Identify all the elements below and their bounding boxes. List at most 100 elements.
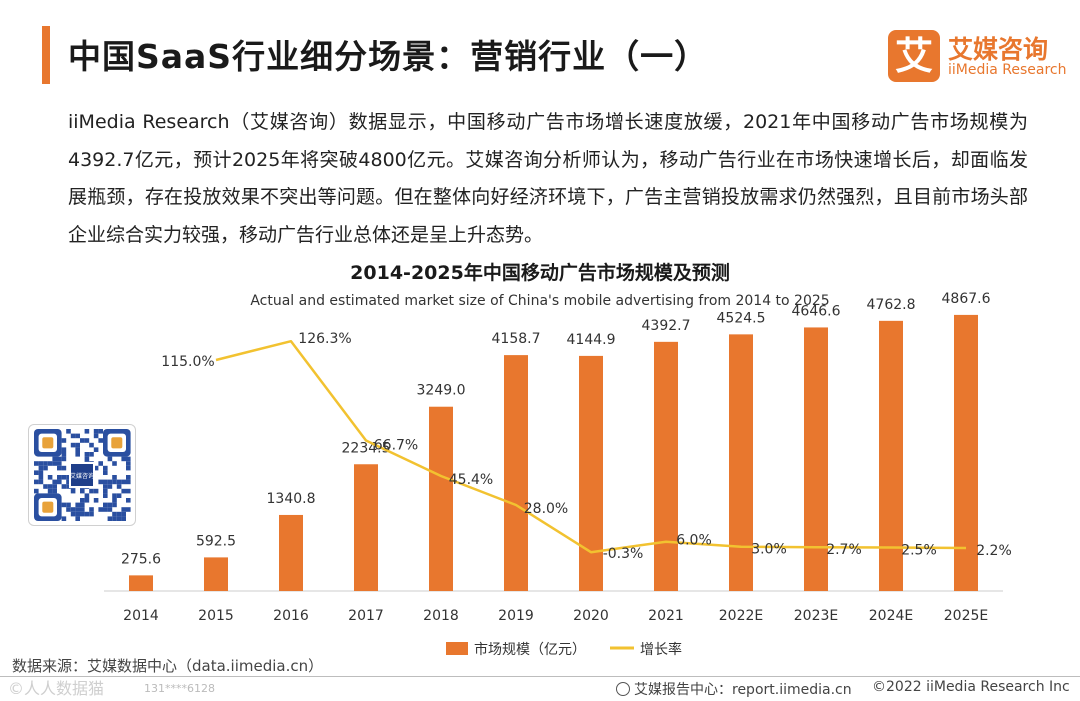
line-label-2020: -0.3% [603,546,644,562]
report-center-link[interactable]: 艾媒报告中心：report.iimedia.cn [616,679,852,699]
qr-module [112,502,117,508]
bar-label-2022E: 4524.5 [717,310,766,326]
x-tick-2016: 2016 [273,608,309,624]
qr-module [70,488,76,494]
qr-module [112,516,117,521]
qr-module [34,488,39,494]
x-tick-2024E: 2024E [869,608,913,624]
watermark-text: ©人人数据猫 [8,679,105,698]
qr-module [66,479,71,485]
qr-module [38,479,44,485]
legend-bar-label: 市场规模（亿元） [474,641,586,658]
qr-module [61,447,67,452]
qr-module [34,470,39,475]
report-center-text: 艾媒报告中心：report.iimedia.cn [634,682,852,698]
qr-module [38,470,44,475]
logo-en-text: iiMedia Research [948,62,1067,78]
qr-module [107,516,113,521]
qr-module [75,442,80,448]
qr-module [43,461,48,466]
page-title: 中国SaaS行业细分场景：营销行业（一） [68,37,709,76]
qr-module [107,456,113,462]
qr-module [66,507,71,512]
qr-module [116,479,122,485]
qr-module [84,429,90,434]
growth-rate-line [215,339,967,554]
qr-module [112,493,117,498]
qr-module [52,456,57,462]
qr-module [116,493,122,498]
qr-code[interactable]: 艾媒咨询 [28,424,136,526]
qr-module [121,511,126,517]
bar-label-2018: 3249.0 [417,383,466,399]
bar-label-2021: 4392.7 [642,318,691,334]
qr-module [112,475,117,480]
qr-module [126,465,131,471]
qr-module [52,484,57,489]
line-label-2022E: 3.0% [751,542,787,558]
line-label-2024E: 2.5% [901,543,937,559]
bar-2025E [954,314,978,591]
qr-module [61,456,67,462]
qr-module [75,507,80,512]
qr-module [89,452,94,457]
qr-module [126,475,131,480]
qr-module [89,442,94,448]
qr-module [107,484,113,489]
bar-label-2014: 275.6 [121,551,161,567]
bar-2022E [729,334,753,591]
qr-module [43,484,48,489]
x-tick-2025E: 2025E [944,608,988,624]
qr-module [70,442,76,448]
x-tick-2014: 2014 [123,608,159,624]
qr-module [66,475,71,480]
qr-module [98,461,103,466]
qr-module [103,484,108,489]
line-label-2017: 66.7% [374,438,418,454]
line-label-2023E: 2.7% [826,542,862,558]
qr-module [103,465,108,471]
qr-module [98,507,103,512]
qr-module [75,433,80,439]
x-tick-2015: 2015 [198,608,234,624]
qr-finder-center [111,437,123,449]
title-accent-bar [42,26,50,84]
qr-module [126,507,131,512]
qr-module [93,465,99,471]
qr-module [121,488,126,494]
qr-module [103,507,108,512]
qr-module [98,429,103,434]
qr-module [107,479,113,485]
iimedia-logo: 艾 艾媒咨询 iiMedia Research [888,30,1067,82]
bar-label-2015: 592.5 [196,533,236,549]
legend-line-label: 增长率 [640,641,682,658]
qr-module [61,438,67,443]
qr-module [70,507,76,512]
qr-module [57,465,62,471]
qr-module [93,447,99,452]
qr-module [116,516,122,521]
legend-bar-swatch [446,642,468,655]
qr-module [107,502,113,508]
qr-module [75,511,80,517]
qr-module [112,511,117,517]
bar-2019 [504,355,528,591]
qr-module [75,447,80,452]
qr-module [84,456,90,462]
data-source: 数据来源：艾媒数据中心（data.iimedia.cn） [12,657,324,675]
qr-module [80,438,85,443]
qr-module [47,475,53,480]
qr-module [70,433,76,439]
x-tick-2020: 2020 [573,608,609,624]
qr-module [80,511,85,517]
bar-2016 [279,514,303,591]
footer-divider [0,676,1080,677]
qr-module [93,429,99,434]
qr-module [84,498,90,503]
qr-module [98,438,103,443]
qr-module [121,456,126,462]
globe-icon [616,682,630,696]
qr-center-text: 艾媒咨询 [70,472,94,480]
qr-module [112,479,117,485]
qr-module [80,488,85,494]
